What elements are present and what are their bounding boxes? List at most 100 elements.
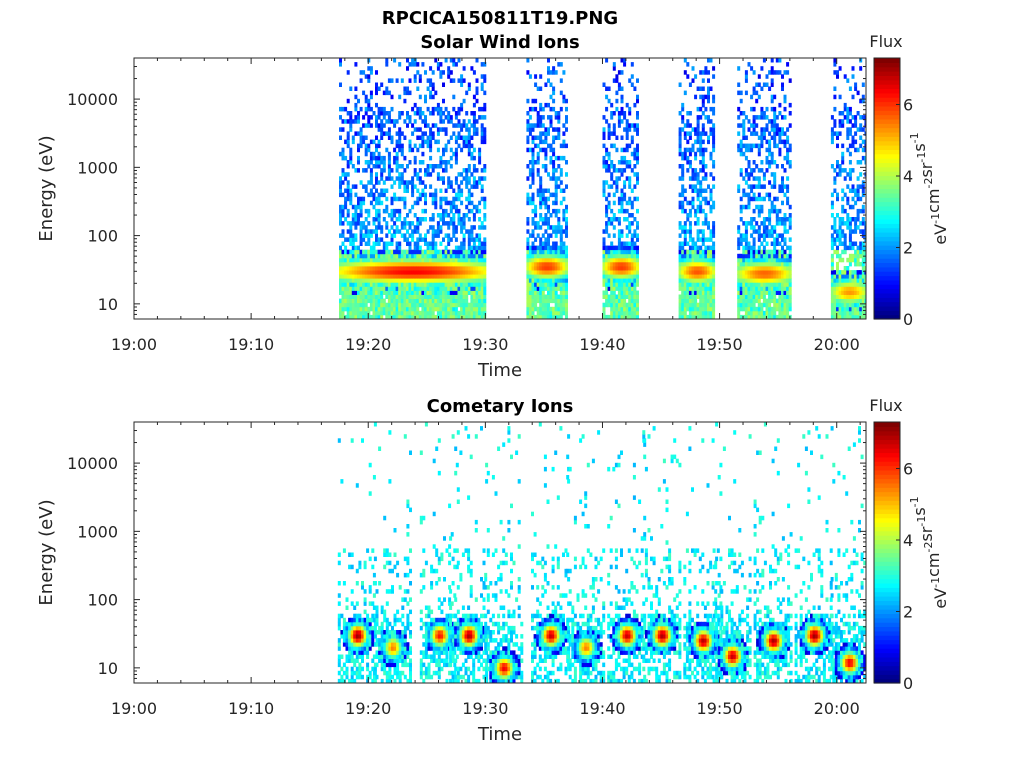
- flux-cell: [747, 184, 751, 189]
- flux-cell: [467, 164, 471, 169]
- flux-cell: [762, 257, 766, 263]
- flux-cell: [778, 286, 782, 291]
- flux-cell: [539, 278, 543, 283]
- flux-cell: [620, 253, 624, 259]
- colorbar-swatch: [874, 314, 900, 320]
- flux-cell: [788, 102, 792, 108]
- flux-cell: [536, 266, 540, 271]
- flux-cell: [475, 294, 479, 299]
- flux-cell: [390, 282, 394, 287]
- flux-cell: [408, 310, 412, 316]
- flux-cell: [400, 306, 404, 312]
- flux-cell: [403, 314, 407, 319]
- flux-cell: [770, 314, 774, 319]
- flux-cell: [701, 249, 705, 255]
- flux-cell: [562, 274, 566, 279]
- colorbar-swatch: [874, 188, 900, 194]
- flux-cell: [709, 233, 713, 238]
- flux-cell: [541, 266, 545, 271]
- flux-cell: [357, 200, 360, 206]
- flux-cell: [765, 74, 769, 79]
- flux-cell: [625, 200, 629, 206]
- flux-cell: [475, 127, 479, 132]
- flux-cell: [681, 192, 685, 198]
- flux-cell: [628, 257, 632, 263]
- flux-cell: [408, 253, 412, 259]
- flux-cell: [775, 286, 779, 291]
- flux-cell: [478, 217, 482, 222]
- flux-cell: [696, 302, 700, 308]
- flux-cell: [444, 208, 448, 214]
- flux-cell: [434, 266, 438, 271]
- flux-cell: [406, 298, 409, 304]
- flux-cell: [472, 253, 476, 259]
- flux-cell: [861, 310, 865, 316]
- flux-cell: [478, 180, 482, 185]
- flux-cell: [552, 249, 556, 255]
- flux-cell: [429, 253, 433, 259]
- flux-cell: [750, 310, 754, 316]
- flux-cell: [617, 241, 621, 246]
- flux-cell: [418, 270, 422, 275]
- flux-cell: [701, 139, 705, 145]
- flux-cell: [429, 298, 433, 304]
- flux-cell: [688, 306, 692, 312]
- flux-cell: [390, 168, 394, 173]
- flux-cell: [620, 147, 624, 153]
- flux-cell: [747, 196, 751, 202]
- flux-cell: [478, 106, 482, 112]
- flux-cell: [528, 282, 532, 287]
- flux-cell: [747, 249, 751, 255]
- flux-cell: [755, 274, 759, 279]
- flux-cell: [768, 229, 772, 234]
- colorbar-swatch: [874, 201, 900, 207]
- flux-cell: [377, 241, 381, 246]
- flux-cell: [841, 286, 845, 291]
- flux-cell: [861, 229, 865, 234]
- flux-cell: [770, 233, 774, 238]
- flux-cell: [400, 310, 404, 316]
- flux-cell: [444, 257, 448, 263]
- flux-cell: [688, 229, 692, 234]
- flux-cell: [709, 127, 713, 132]
- flux-cell: [625, 164, 629, 169]
- flux-cell: [470, 245, 474, 251]
- flux-cell: [442, 217, 445, 222]
- flux-cell: [382, 261, 386, 267]
- flux-cell: [375, 180, 378, 185]
- flux-cell: [380, 106, 384, 112]
- flux-cell: [354, 314, 358, 319]
- flux-cell: [375, 176, 378, 181]
- flux-cell: [841, 160, 845, 165]
- flux-cell: [531, 270, 535, 275]
- flux-cell: [843, 278, 847, 283]
- flux-cell: [636, 298, 639, 304]
- flux-cell: [349, 241, 353, 246]
- flux-cell: [429, 282, 433, 287]
- flux-cell: [843, 237, 847, 242]
- flux-cell: [462, 257, 466, 263]
- flux-cell: [457, 314, 461, 319]
- flux-cell: [526, 274, 530, 279]
- flux-cell: [552, 310, 556, 316]
- flux-cell: [744, 192, 748, 198]
- flux-cell: [750, 225, 754, 230]
- flux-cell: [377, 257, 381, 263]
- flux-cell: [421, 266, 425, 271]
- flux-cell: [480, 139, 484, 145]
- flux-cell: [633, 249, 637, 255]
- flux-cell: [349, 261, 353, 267]
- flux-cell: [773, 180, 777, 185]
- flux-cell: [760, 278, 764, 283]
- flux-cell: [747, 286, 751, 291]
- flux-cell: [554, 290, 558, 295]
- flux-cell: [559, 155, 563, 161]
- colorbar-swatch: [874, 301, 900, 307]
- flux-cell: [385, 119, 389, 124]
- flux-cell: [382, 270, 386, 275]
- flux-cell: [699, 314, 703, 319]
- flux-cell: [444, 302, 448, 308]
- flux-cell: [398, 302, 402, 308]
- flux-cell: [403, 196, 407, 202]
- flux-cell: [431, 111, 435, 116]
